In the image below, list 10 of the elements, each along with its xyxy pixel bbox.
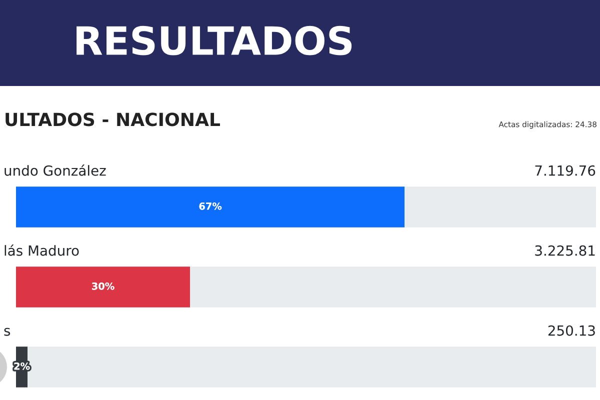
annotation: 250.13 <box>548 325 595 336</box>
chart-title: RESULTADOS <box>76 26 352 56</box>
annotation: 3.225.81 <box>535 245 595 256</box>
y-tick-label: undo González <box>4 164 106 176</box>
annotation: 7.119.76 <box>535 165 596 176</box>
y-tick-label: s <box>4 328 10 336</box>
chart-subtitle: ULTADOS - NACIONAL <box>6 112 220 126</box>
data-label: 67% <box>199 202 222 210</box>
y-tick-label: lás Maduro <box>4 244 79 256</box>
data-label: 30% <box>92 282 114 290</box>
